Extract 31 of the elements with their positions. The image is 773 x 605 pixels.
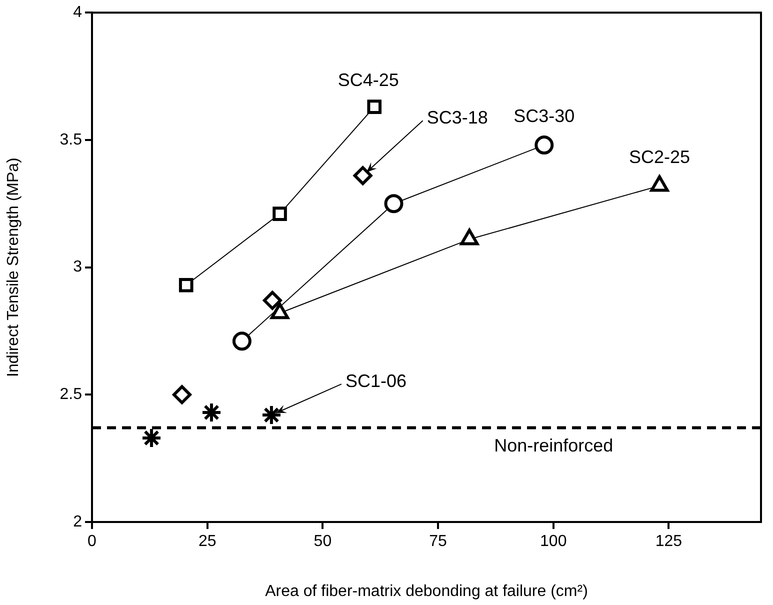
annotation: SC2-25 [628,146,690,167]
point [534,136,554,155]
annotation: SC1-06 [345,370,407,391]
x-tick-label: 25 [198,533,216,550]
x-tick-label: 75 [429,533,448,550]
point [200,402,222,423]
point [384,194,404,214]
y-axis-title: Indirect Tensile Strength (MPa) [5,158,22,377]
y-tick-label: 2 [73,513,82,530]
annotation: SC4-25 [338,70,399,90]
y-tick-label: 2.5 [60,386,82,404]
annotation: SC3-30 [514,106,575,126]
y-tick-label: 3 [73,258,82,276]
x-axis-title: Area of fiber-matrix debonding at failure (cm²) [265,582,588,600]
point [178,278,194,292]
point [172,385,192,404]
annotation: SC3-18 [426,108,488,128]
point [260,404,282,426]
x-tick-label: 100 [540,533,567,550]
x-tick-label: 0 [88,533,97,550]
x-tick-label: 125 [655,533,682,550]
y-tick-label: 3.5 [60,131,82,148]
point [262,290,282,310]
point [353,166,372,186]
point [367,100,382,114]
point [141,427,162,448]
x-tick-label: 50 [314,533,332,550]
y-tick-label: 4 [73,4,82,22]
point [232,332,252,351]
point [272,206,287,221]
ref-line-label: Non-reinforced [494,436,614,456]
